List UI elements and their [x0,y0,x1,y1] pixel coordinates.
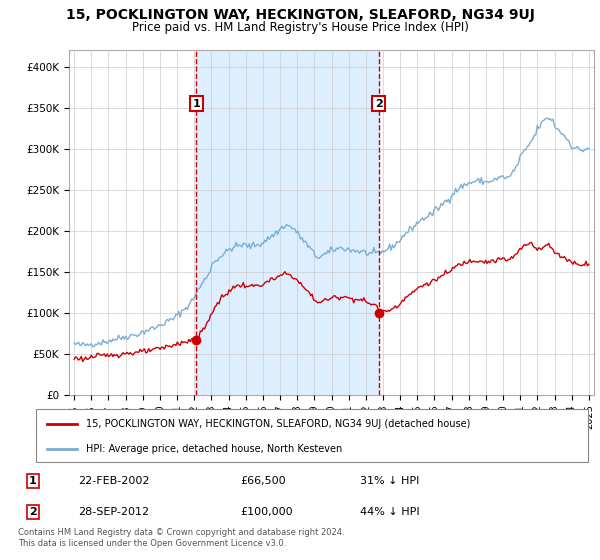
Text: £100,000: £100,000 [240,507,293,517]
Text: 1: 1 [193,99,200,109]
FancyBboxPatch shape [36,409,588,462]
Text: 1: 1 [29,476,37,486]
Bar [196,50,379,395]
Text: 2: 2 [375,99,383,109]
Text: 2: 2 [29,507,37,517]
Text: Price paid vs. HM Land Registry's House Price Index (HPI): Price paid vs. HM Land Registry's House … [131,21,469,34]
Text: Contains HM Land Registry data © Crown copyright and database right 2024.
This d: Contains HM Land Registry data © Crown c… [18,528,344,548]
Text: 28-SEP-2012: 28-SEP-2012 [78,507,149,517]
Text: 15, POCKLINGTON WAY, HECKINGTON, SLEAFORD, NG34 9UJ (detached house): 15, POCKLINGTON WAY, HECKINGTON, SLEAFOR… [86,419,470,429]
Text: HPI: Average price, detached house, North Kesteven: HPI: Average price, detached house, Nort… [86,444,342,454]
Text: 31% ↓ HPI: 31% ↓ HPI [360,476,419,486]
Text: 15, POCKLINGTON WAY, HECKINGTON, SLEAFORD, NG34 9UJ: 15, POCKLINGTON WAY, HECKINGTON, SLEAFOR… [65,8,535,22]
Text: 44% ↓ HPI: 44% ↓ HPI [360,507,419,517]
Text: 22-FEB-2002: 22-FEB-2002 [78,476,149,486]
Text: £66,500: £66,500 [240,476,286,486]
